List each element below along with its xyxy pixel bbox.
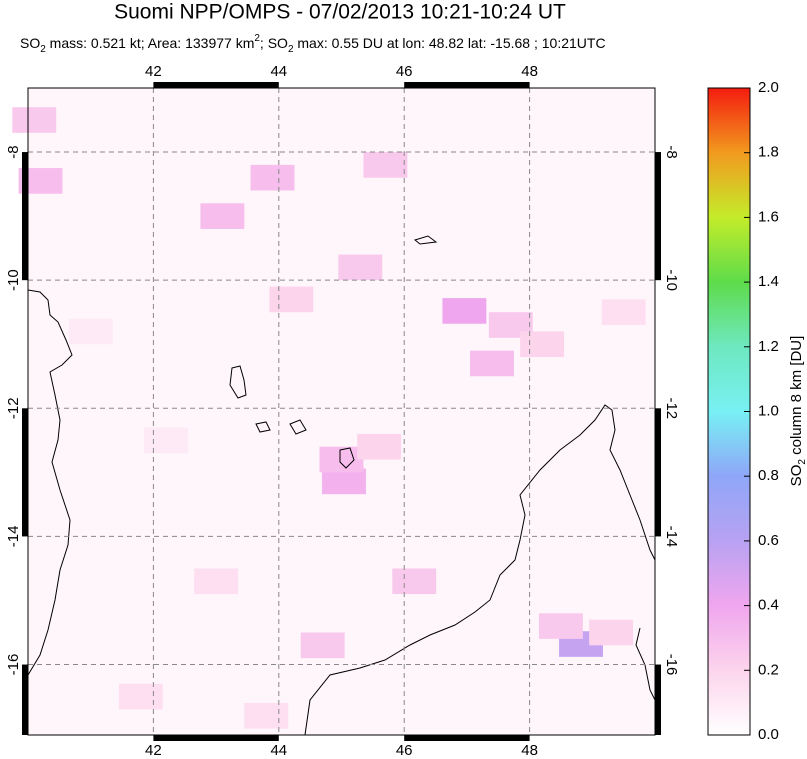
y-tick-label: -10 [663,269,680,291]
colorbar [707,87,751,736]
so2-cell [442,298,487,324]
frame-bar [404,735,530,741]
so2-cell [118,683,163,710]
so2-cell [363,152,408,178]
x-tick-label: 48 [521,63,538,80]
y-tick-label: -12 [5,397,22,419]
colorbar-tick-label: 2.0 [758,79,779,96]
y-tick-label: -12 [663,397,680,419]
colorbar-tick-label: 0.4 [758,597,779,614]
island [413,235,438,245]
y-tick-label: -8 [5,145,22,158]
colorbar-tick-label: 1.0 [758,402,779,419]
x-tick-label: 44 [270,63,287,80]
frame-bar [153,82,279,88]
frame-bar [22,152,28,281]
subtitle: SO2 mass: 0.521 kt; Area: 133977 km2; SO… [20,33,606,55]
map-frame [27,87,656,736]
y-tick-label: -14 [663,526,680,548]
so2-cell [338,254,383,281]
y-tick-label: -16 [663,654,680,676]
colorbar-tick-label: 1.8 [758,144,779,161]
colorbar-tick-label: 0.2 [758,661,779,678]
x-tick-label: 46 [396,63,413,80]
frame-bar [404,82,530,88]
frame-bar [655,152,661,281]
y-tick-label: -14 [5,526,22,548]
colorbar-tick-label: 0.6 [758,532,779,549]
colorbar-tick-label: 1.6 [758,208,779,225]
colorbar-tick-label: 1.4 [758,273,779,290]
x-tick-label: 42 [145,63,162,80]
y-tick-label: -8 [663,145,680,158]
island [339,447,355,469]
island [229,365,247,399]
coastline [27,289,73,676]
so2-cell [300,632,345,659]
colorbar-tick-label: 0.0 [758,726,779,743]
colorbar-tick-label: 0.8 [758,467,779,484]
so2-cell [244,702,289,729]
so2-cell [68,318,113,345]
so2-cell [200,203,245,229]
title: Suomi NPP/OMPS - 07/02/2013 10:21-10:24 … [114,1,566,24]
subtitle-part: ; SO [260,35,288,51]
label-part: column 8 km [DU] [788,336,805,459]
subscript: 2 [288,44,294,55]
so2-cell [322,468,366,495]
subtitle-part: max: 0.55 DU at lon: 48.82 lat: -15.68 ;… [294,35,606,51]
x-tick-label: 46 [396,742,413,759]
coastlines [27,235,656,736]
so2-cell [143,427,188,454]
y-tick-label: -10 [5,269,22,291]
subscript: 2 [40,44,46,55]
so2-cell [357,433,402,460]
frame-bar [153,735,279,741]
so2-cell [319,446,364,473]
so2-cell [539,613,583,639]
x-tick-label: 42 [145,742,162,759]
so2-cell [250,164,295,191]
so2-cell [392,568,437,595]
colorbar-tick-label: 1.2 [758,338,779,355]
so2-cell [269,286,314,313]
so2-cell [520,331,565,358]
y-tick-label: -16 [5,654,22,676]
subtitle-part: SO [20,35,40,51]
island [289,419,307,435]
frame-bar [655,408,661,537]
colorbar-label: SO2 column 8 km [DU] [788,336,807,487]
so2-cell [601,299,646,326]
so2-cell [589,619,634,646]
island [255,421,271,433]
superscript: 2 [254,33,260,44]
frame-bar [655,664,661,735]
subscript: 2 [797,459,807,465]
coastline [304,404,656,736]
x-tick-label: 44 [270,742,287,759]
label-part: SO [788,465,805,487]
x-tick-label: 48 [521,742,538,759]
so2-cell [470,350,514,377]
so2-cell [194,568,239,595]
frame-bar [22,408,28,537]
frame-bar [22,664,28,735]
so2-cell [12,107,57,133]
subtitle-part: mass: 0.521 kt; Area: 133977 km [46,35,255,51]
